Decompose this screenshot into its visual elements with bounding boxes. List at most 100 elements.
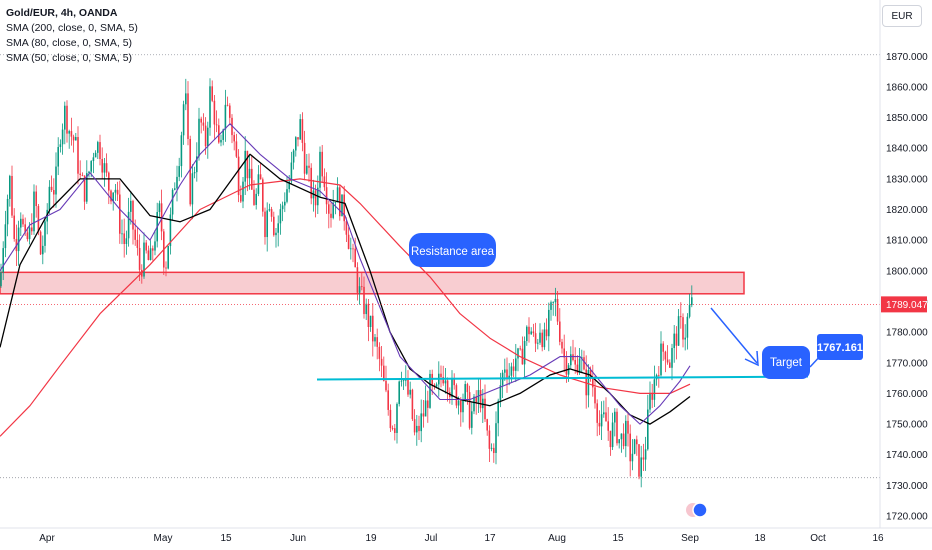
candle bbox=[46, 203, 48, 235]
candle bbox=[361, 272, 363, 291]
target-arrow[interactable] bbox=[710, 307, 759, 367]
candle-body bbox=[53, 190, 55, 195]
drawings-layer[interactable]: Resistance area Target 1767.161 bbox=[316, 233, 863, 518]
symbol-title[interactable]: Gold/EUR, 4h, OANDA bbox=[6, 7, 118, 19]
last-price-badge[interactable]: 1789.047 bbox=[881, 296, 928, 313]
candle-body bbox=[534, 333, 537, 344]
candle-body bbox=[215, 124, 218, 126]
candle-body bbox=[345, 221, 348, 235]
candle bbox=[374, 333, 376, 347]
candle-body bbox=[488, 430, 491, 449]
candle-body bbox=[350, 248, 352, 250]
candle-body bbox=[644, 449, 647, 460]
candle bbox=[226, 96, 229, 107]
candle-body bbox=[92, 157, 95, 162]
currency-button[interactable]: EUR bbox=[882, 5, 922, 27]
candle bbox=[561, 338, 563, 354]
time-tick-label: 17 bbox=[484, 533, 496, 544]
candle bbox=[605, 397, 607, 422]
candle-body bbox=[28, 227, 31, 240]
candle bbox=[677, 309, 680, 346]
candle bbox=[592, 364, 594, 397]
candle bbox=[297, 137, 299, 147]
candle-body bbox=[638, 444, 640, 477]
candle bbox=[75, 132, 77, 141]
candle-body bbox=[224, 104, 227, 130]
candle-body bbox=[132, 200, 134, 230]
candle bbox=[528, 317, 530, 343]
candle bbox=[152, 245, 154, 261]
candle bbox=[191, 164, 194, 220]
candle bbox=[367, 299, 370, 342]
candle bbox=[229, 103, 231, 126]
candle-body bbox=[295, 137, 297, 151]
candle-body bbox=[149, 248, 152, 260]
candle-body bbox=[165, 267, 167, 269]
candle-body bbox=[618, 439, 620, 444]
candle bbox=[611, 412, 614, 450]
candle bbox=[248, 155, 251, 190]
resistance-area-callout[interactable]: Resistance area bbox=[409, 233, 496, 267]
candle bbox=[160, 189, 163, 241]
candle-body bbox=[594, 387, 596, 404]
candle bbox=[616, 408, 618, 446]
candle bbox=[284, 192, 286, 213]
candle-body bbox=[88, 171, 90, 174]
candle-body bbox=[508, 375, 510, 379]
candle-body bbox=[435, 384, 438, 387]
candle bbox=[251, 154, 253, 190]
candle-body bbox=[479, 390, 482, 409]
candle bbox=[97, 140, 99, 160]
time-axis[interactable]: Apr May 15 Jun 19 Jul 17 Aug 15 Sep 18 Oct 16 bbox=[0, 527, 932, 544]
candle-body bbox=[559, 321, 561, 342]
candle-body bbox=[286, 189, 288, 202]
candle bbox=[61, 123, 64, 155]
candle bbox=[35, 185, 37, 218]
candle bbox=[114, 184, 117, 201]
candle-body bbox=[103, 163, 106, 173]
candle bbox=[147, 245, 150, 261]
plot-area[interactable] bbox=[0, 54, 880, 488]
indicator-sma-80[interactable]: SMA (80, close, 0, SMA, 5) bbox=[6, 37, 133, 49]
candle bbox=[189, 135, 191, 207]
candle-body bbox=[420, 413, 422, 432]
candle bbox=[420, 399, 422, 443]
candle-body bbox=[270, 209, 273, 217]
candle-body bbox=[279, 209, 282, 224]
candle-body bbox=[413, 419, 416, 433]
candle-body bbox=[297, 137, 299, 140]
candle-body bbox=[497, 400, 499, 424]
price-tick-label: 1720.000 bbox=[886, 512, 928, 523]
candle-body bbox=[475, 396, 477, 403]
candle bbox=[295, 136, 297, 157]
candle bbox=[530, 327, 532, 335]
target-price-callout[interactable]: 1767.161 bbox=[809, 334, 863, 368]
candle bbox=[209, 78, 211, 136]
price-axis[interactable]: 1720.000 1730.000 1740.000 1750.000 1760.000… bbox=[879, 0, 928, 528]
support-trend-line[interactable] bbox=[316, 375, 809, 381]
candle bbox=[11, 165, 13, 219]
candle bbox=[407, 370, 409, 397]
candle bbox=[312, 179, 315, 212]
candle-body bbox=[119, 194, 121, 234]
event-icon-globe[interactable] bbox=[692, 502, 708, 518]
candle-body bbox=[537, 342, 539, 344]
candle bbox=[64, 101, 66, 145]
candle-body bbox=[427, 400, 429, 408]
time-tick-label: Oct bbox=[810, 533, 826, 544]
candle-body bbox=[523, 341, 526, 365]
candle-body bbox=[365, 303, 367, 315]
candle-body bbox=[116, 189, 119, 195]
indicator-sma-200[interactable]: SMA (200, close, 0, SMA, 5) bbox=[6, 22, 138, 34]
target-callout[interactable]: Target bbox=[762, 346, 810, 379]
candle bbox=[145, 239, 147, 254]
candle-body bbox=[31, 227, 33, 232]
candle bbox=[198, 107, 200, 161]
candle-body bbox=[554, 298, 557, 303]
candle bbox=[576, 355, 579, 376]
resistance-area-box[interactable] bbox=[0, 271, 745, 295]
candle bbox=[638, 444, 640, 480]
candle bbox=[92, 152, 95, 174]
indicator-sma-50[interactable]: SMA (50, close, 0, SMA, 5) bbox=[6, 52, 133, 64]
